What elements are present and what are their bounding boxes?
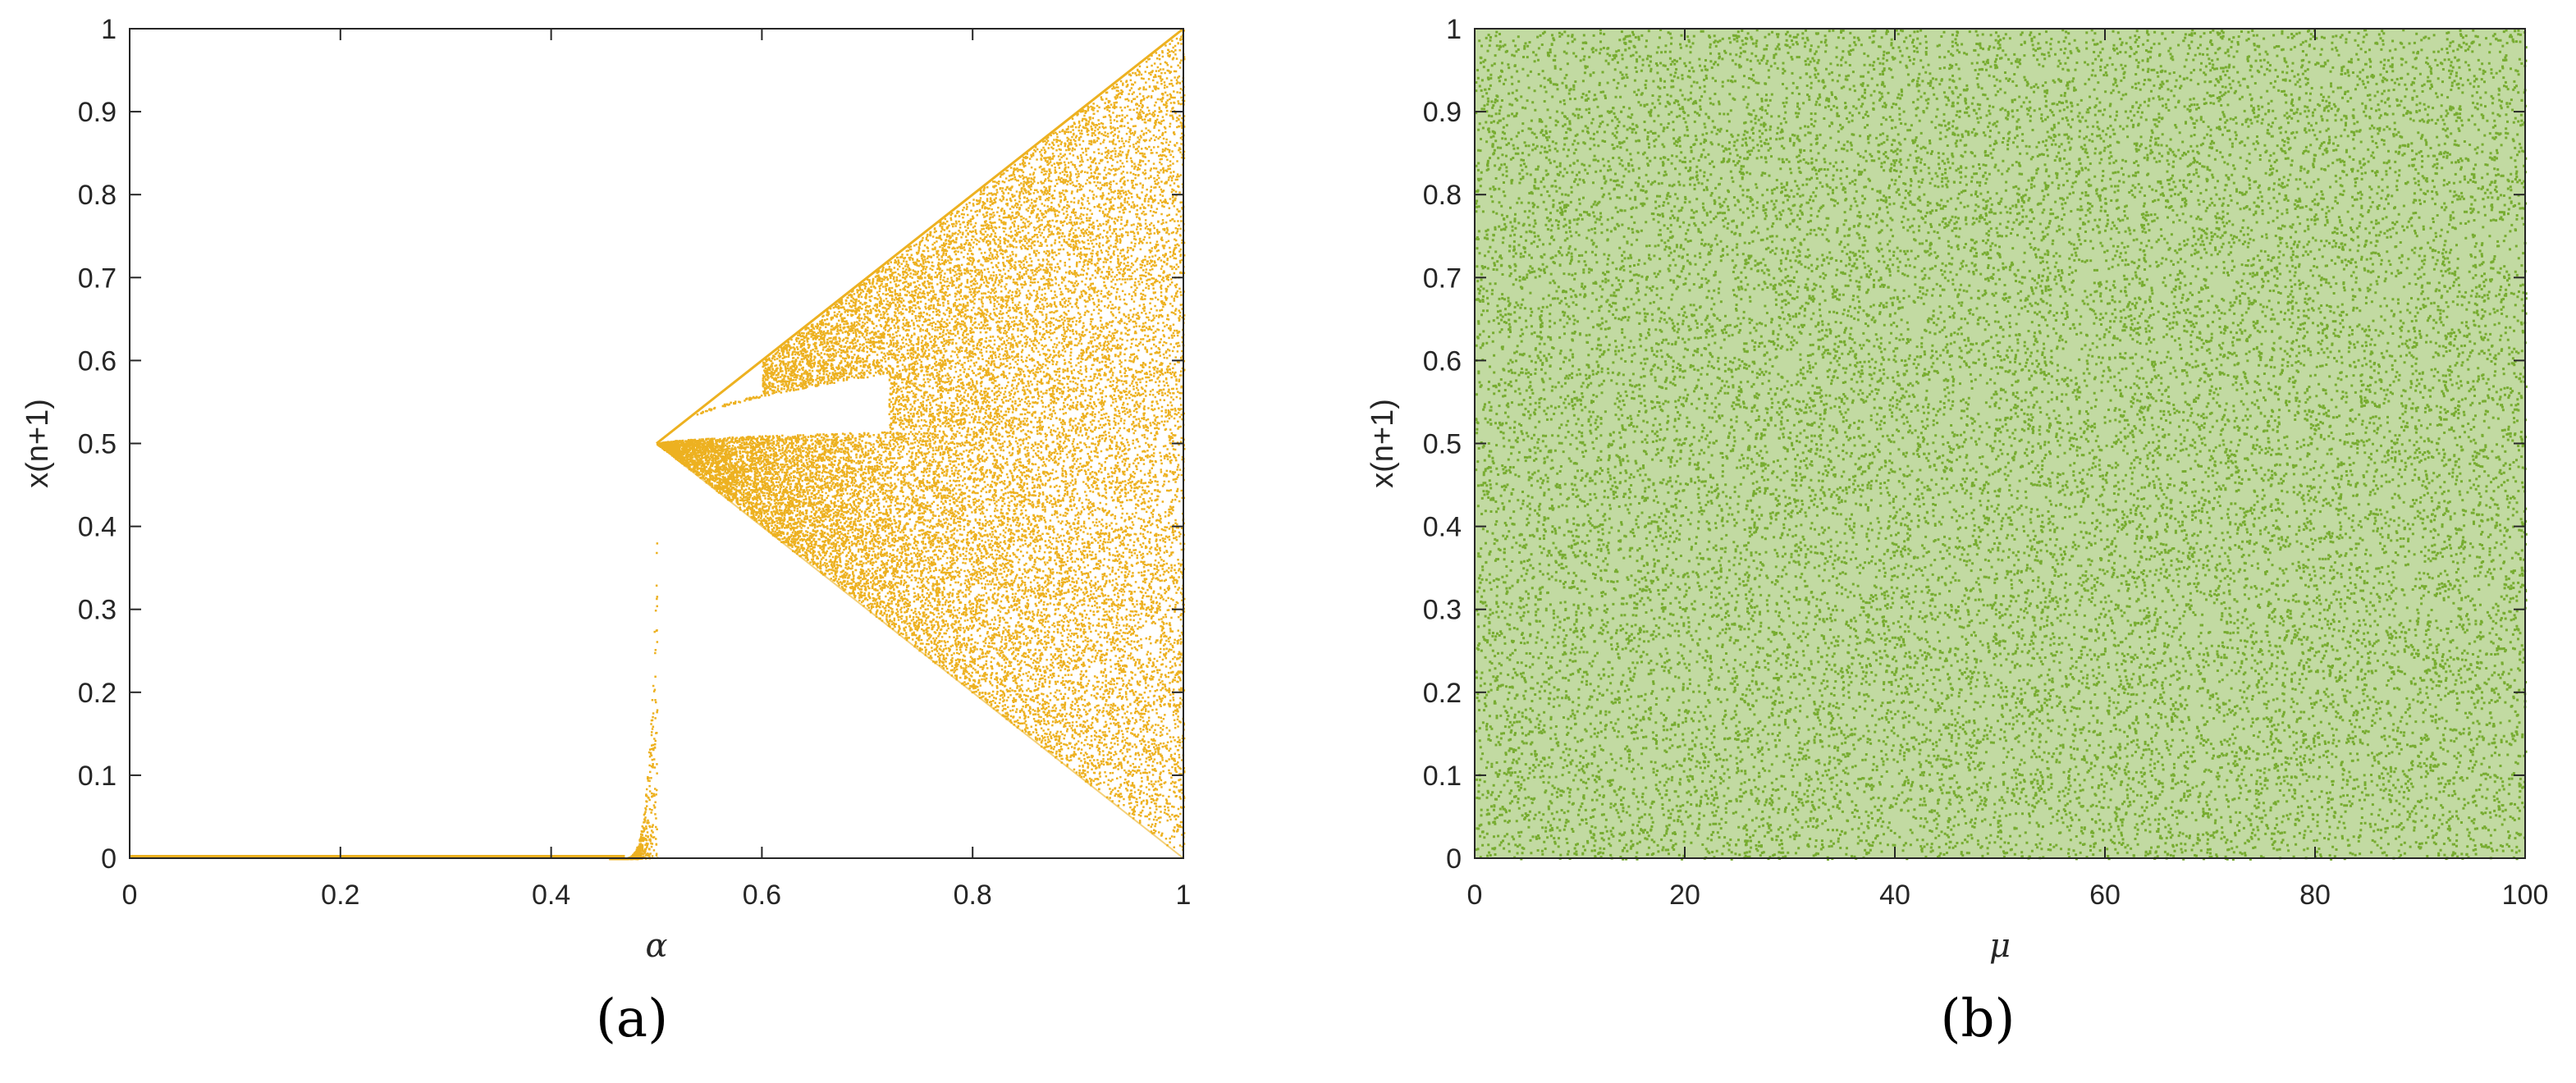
y-tick-label: 0.5 (1423, 429, 1462, 460)
scatter-marks (1475, 29, 2528, 861)
y-tick-label: 0.7 (78, 263, 117, 294)
y-tick-label: 0.9 (1423, 97, 1462, 128)
y-tick-label: 0.3 (1423, 595, 1462, 626)
x-tick-label: 0.4 (532, 880, 570, 911)
y-tick-label: 1 (101, 14, 117, 45)
y-tick-label: 0.8 (78, 180, 117, 211)
y-tick-label: 0.7 (1423, 263, 1462, 294)
y-tick-label: 0.9 (78, 97, 117, 128)
y-tick-label: 0.8 (1423, 180, 1462, 211)
x-tick-label: 0.8 (954, 880, 992, 911)
x-tick-label: 0.6 (743, 880, 781, 911)
x-axis-label: α (645, 927, 667, 965)
y-tick-label: 0.1 (78, 761, 117, 792)
x-tick-label: 0.2 (321, 880, 359, 911)
y-tick-label: 0 (101, 843, 117, 875)
x-tick-label: 60 (2089, 880, 2121, 911)
scatter-points (1475, 29, 2528, 861)
y-tick-label: 0.6 (1423, 345, 1462, 377)
y-tick-label: 0.5 (78, 429, 117, 460)
x-tick-label: 80 (2299, 880, 2331, 911)
lower-envelope (656, 442, 1184, 859)
y-tick-label: 0.3 (78, 595, 117, 626)
x-tick-label: 40 (1879, 880, 1910, 911)
y-tick-label: 0 (1446, 843, 1462, 875)
y-tick-label: 0.2 (1423, 678, 1462, 709)
y-tick-label: 0.4 (78, 512, 117, 543)
x-tick-label: 0 (122, 880, 138, 911)
y-tick-label: 0.4 (1423, 512, 1462, 543)
x-tick-label: 1 (1176, 880, 1192, 911)
y-tick-label: 0.2 (78, 678, 117, 709)
y-axis-label: x(n+1) (1366, 399, 1400, 488)
x-tick-label: 0 (1467, 880, 1483, 911)
y-tick-label: 0.1 (1423, 761, 1462, 792)
chart-panel-a: 0 0.2 0.4 0.6 0.8 1 0 0.1 0.2 0.3 0.4 0.5 0.6 0.7 0.8 0… (21, 14, 1191, 965)
y-tick-label: 1 (1446, 14, 1462, 45)
x-axis-label: μ (1989, 927, 2011, 965)
upper-envelope (656, 27, 1184, 445)
chart-panel-b: 0 20 40 60 80 100 0 0.1 0.2 0.3 0.4 0.5 0.6 0.7 0.8 0.9… (1366, 14, 2548, 965)
x-tick-label: 100 (2502, 880, 2549, 911)
y-axis-label: x(n+1) (21, 399, 55, 488)
x-tick-label: 20 (1669, 880, 1700, 911)
scatter-marks (130, 27, 1186, 861)
scatter-points (609, 30, 1186, 861)
panel-label-b: (b) (1940, 989, 2016, 1049)
panel-label-a: (a) (595, 989, 669, 1049)
y-tick-label: 0.6 (78, 345, 117, 377)
